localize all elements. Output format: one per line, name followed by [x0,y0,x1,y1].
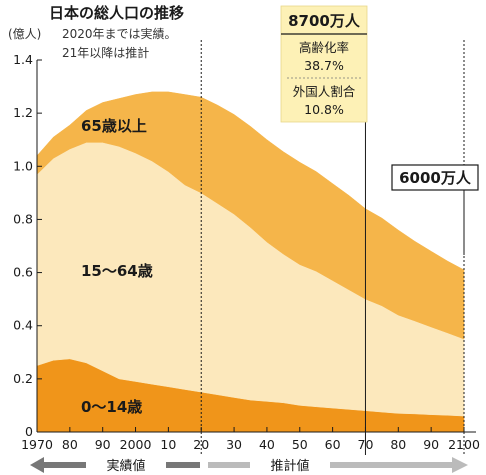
y-tick-label: 1.4 [13,52,33,67]
actual-label-bg [86,456,166,474]
y-tick-label: 1.2 [13,105,33,120]
y-tick-label: 0 [25,424,33,439]
axes [36,60,476,433]
projected-label-bg [250,456,330,474]
y-tick-label: 0.6 [13,265,33,280]
note-line-2: 21年以降は推計 [62,45,149,60]
series-label-15to64: 15〜64歳 [81,262,153,280]
note-line-1: 2020年までは実績。 [62,26,177,41]
x-tick-label: 40 [259,437,275,452]
x-tick-label: 60 [325,437,341,452]
y-ticks: 0 0.2 0.4 0.6 0.8 1.0 1.2 1.4 [13,52,42,439]
callout-2070-aging-label: 高齢化率 [299,40,349,55]
x-tick-label: 80 [62,437,78,452]
callout-2070-foreign-label: 外国人割合 [293,84,356,99]
x-tick-label: 50 [292,437,308,452]
y-tick-label: 0.8 [13,211,33,226]
y-tick-label: 0.2 [13,371,33,386]
area-series-2 [36,91,465,340]
x-tick-label: 1970 [21,437,53,452]
series-label-0to14: 0〜14歳 [81,398,142,416]
x-tick-label: 30 [226,437,242,452]
callout-2070-aging-value: 38.7% [304,58,344,73]
callout-2070: 8700万人 高齢化率 38.7% 外国人割合 10.8% [280,5,368,123]
projected-arrow [208,457,468,473]
x-tick-label: 80 [390,437,406,452]
x-ticks: 1970 80 90 2000 10 20 30 40 50 60 70 80 90 2100 [21,427,480,452]
y-tick-label: 0.4 [13,318,33,333]
callout-2070-box [280,5,368,123]
callout-2100: 6000万人 [391,164,479,191]
x-tick-label: 20 [193,437,209,452]
chart-title: 日本の総人口の推移 [49,4,184,22]
stacked-areas [36,91,465,433]
x-tick-label: 2100 [448,437,480,452]
y-tick-label: 1.0 [13,158,33,173]
divider-lines [200,40,465,455]
callout-2070-foreign-value: 10.8% [304,102,344,117]
bottom-arrows: 実績値 推計値 [30,456,468,474]
x-tick-label: 10 [160,437,176,452]
callout-2100-total: 6000万人 [399,169,472,187]
actual-label: 実績値 [106,458,145,474]
x-tick-label: 2000 [120,437,152,452]
x-tick-label: 90 [423,437,439,452]
unit-note: (億人) [8,27,41,41]
callout-2070-total: 8700万人 [288,12,361,30]
x-tick-label: 70 [358,437,374,452]
projected-label: 推計値 [270,458,309,474]
series-label-65plus: 65歳以上 [81,117,147,135]
x-tick-label: 90 [95,437,111,452]
callout-2100-box [391,164,479,191]
